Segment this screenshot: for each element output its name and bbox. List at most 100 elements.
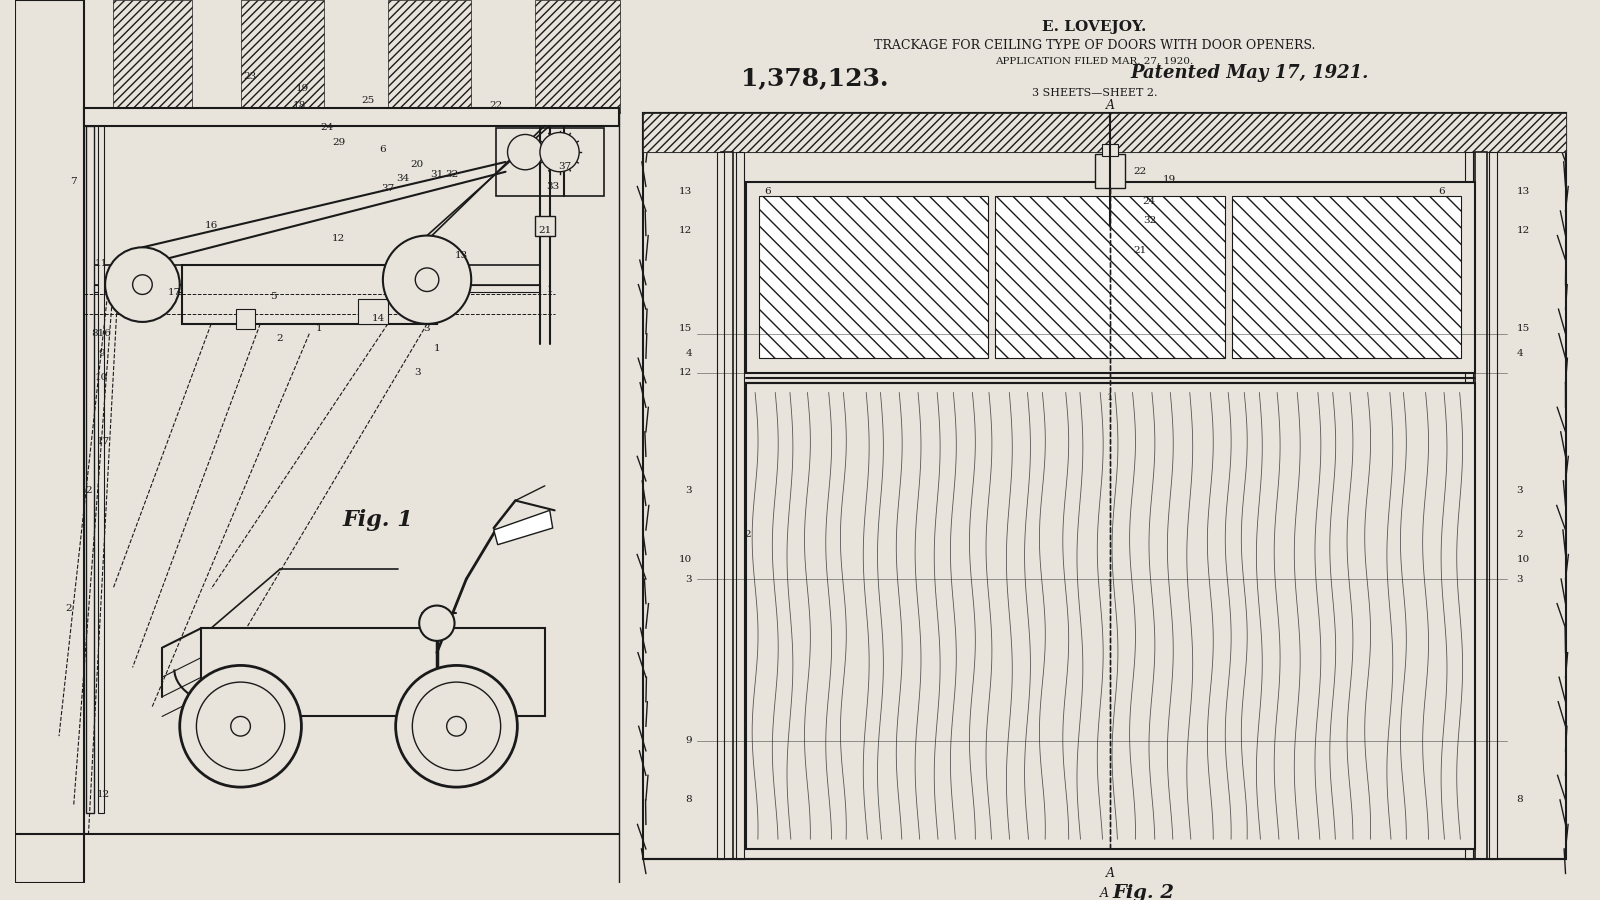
Bar (995, 196, 1226, 358)
Circle shape (413, 682, 501, 770)
Text: 12: 12 (678, 226, 693, 235)
Circle shape (446, 716, 466, 736)
Circle shape (106, 248, 179, 322)
Text: 3 SHEETS—SHEET 2.: 3 SHEETS—SHEET 2. (1032, 88, 1157, 98)
Text: Fig. 2: Fig. 2 (1112, 884, 1174, 900)
Text: APPLICATION FILED MAR. 27, 1920.: APPLICATION FILED MAR. 27, 1920. (995, 57, 1194, 66)
Text: 25: 25 (362, 95, 374, 104)
Text: 3: 3 (685, 574, 693, 583)
Text: 2: 2 (744, 530, 750, 539)
Text: 24: 24 (320, 123, 333, 132)
Bar (643, 112, 1565, 859)
Bar (1475, 152, 1486, 859)
Text: 8: 8 (685, 796, 693, 805)
Bar (83, 108, 619, 126)
Circle shape (179, 665, 301, 788)
Bar (387, 0, 472, 112)
Bar (98, 126, 104, 813)
Text: 24: 24 (1142, 197, 1157, 206)
Text: 9: 9 (98, 349, 104, 358)
Text: 816: 816 (91, 329, 110, 338)
Text: 13: 13 (1517, 187, 1530, 196)
Bar (1102, 144, 1118, 156)
Circle shape (395, 665, 517, 788)
Circle shape (419, 606, 454, 641)
Text: A: A (1099, 886, 1109, 900)
Text: 1: 1 (434, 344, 440, 353)
Text: 1: 1 (1107, 393, 1114, 402)
Text: 10: 10 (94, 374, 107, 382)
Text: 6: 6 (379, 145, 386, 154)
Text: 21: 21 (538, 226, 552, 235)
Text: 37: 37 (558, 162, 571, 171)
Bar (358, 300, 387, 324)
Text: 10: 10 (1517, 555, 1530, 564)
Bar (14, 0, 83, 883)
Circle shape (230, 716, 250, 736)
Bar (235, 310, 256, 328)
Bar (722, 152, 733, 859)
Text: 3: 3 (685, 486, 693, 495)
Bar (1490, 152, 1498, 859)
Text: 14: 14 (371, 314, 384, 323)
Bar (1232, 196, 1461, 358)
Text: 8: 8 (1517, 796, 1523, 805)
Text: 4: 4 (1517, 349, 1523, 358)
Text: 4: 4 (685, 349, 693, 358)
Circle shape (539, 132, 579, 172)
Text: 6: 6 (763, 187, 771, 196)
Text: A: A (1106, 98, 1115, 112)
Circle shape (382, 236, 472, 324)
Text: 11: 11 (94, 258, 107, 267)
Text: E. LOVEJOY.: E. LOVEJOY. (1042, 21, 1147, 34)
Text: 1,378,123.: 1,378,123. (741, 67, 888, 91)
Text: 34: 34 (395, 174, 410, 183)
Text: A: A (1106, 867, 1115, 880)
Bar (1096, 154, 1125, 188)
Text: 2: 2 (1517, 530, 1523, 539)
Text: 12: 12 (333, 234, 346, 243)
Text: 1: 1 (1107, 580, 1114, 589)
Text: 32: 32 (1142, 216, 1157, 225)
Text: 21: 21 (1133, 246, 1146, 255)
Circle shape (507, 134, 542, 170)
Text: Fig. 1: Fig. 1 (342, 509, 413, 531)
Bar (746, 382, 1475, 849)
Text: 3: 3 (1517, 486, 1523, 495)
Bar (496, 128, 603, 196)
Bar (240, 0, 323, 112)
Text: 3: 3 (424, 324, 430, 333)
Text: 37: 37 (381, 184, 395, 193)
Text: 3: 3 (414, 368, 421, 377)
Text: 12: 12 (96, 790, 110, 799)
Bar (88, 265, 539, 284)
Bar (534, 0, 621, 112)
Text: 32: 32 (445, 170, 458, 179)
Text: 22: 22 (490, 102, 502, 111)
Text: 9: 9 (685, 736, 693, 745)
Bar (86, 126, 94, 813)
Bar (14, 0, 83, 883)
Bar (746, 182, 1475, 373)
Bar (1466, 152, 1474, 859)
Bar (534, 216, 555, 236)
Text: 12: 12 (1517, 226, 1530, 235)
Text: 13: 13 (454, 251, 469, 260)
Text: 20: 20 (411, 160, 424, 169)
Text: 16: 16 (205, 221, 218, 230)
Text: 22: 22 (1133, 167, 1146, 176)
Bar (114, 0, 192, 112)
Text: 1: 1 (547, 285, 554, 294)
Text: 17: 17 (96, 437, 110, 446)
Text: 23: 23 (243, 72, 258, 81)
Bar (643, 112, 1565, 152)
Text: 2: 2 (277, 334, 283, 343)
Text: 15: 15 (678, 324, 693, 333)
Bar (88, 284, 539, 292)
Text: 29: 29 (333, 138, 346, 147)
Bar (202, 628, 546, 716)
Text: 2: 2 (85, 486, 91, 495)
Circle shape (416, 268, 438, 292)
Text: 18: 18 (293, 102, 306, 111)
Text: 19: 19 (296, 84, 309, 93)
